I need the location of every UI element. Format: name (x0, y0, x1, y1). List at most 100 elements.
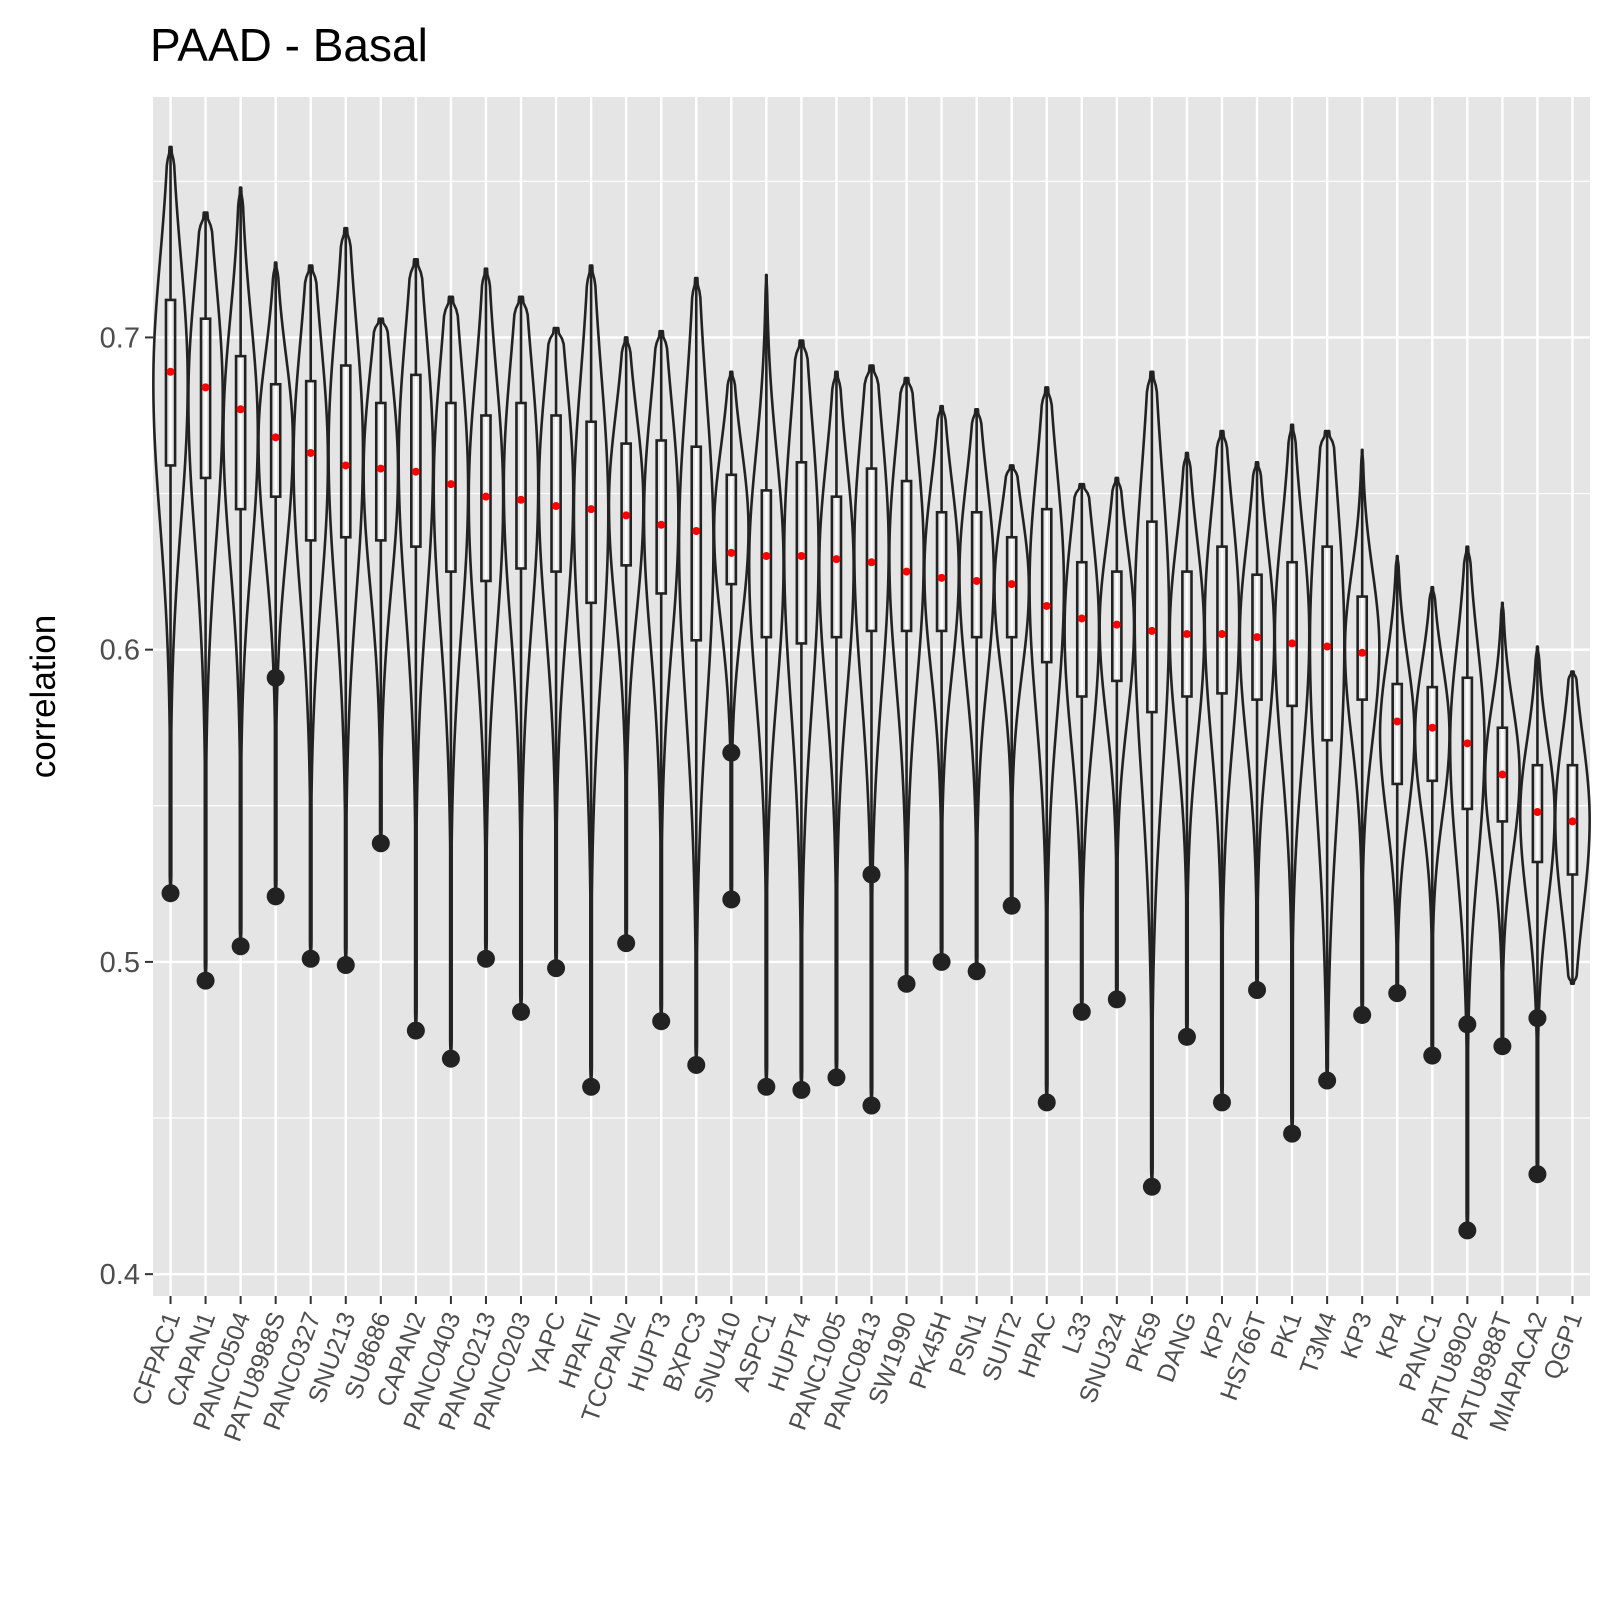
violin-PANC1005 (817, 370, 855, 1087)
violin-outline (782, 339, 820, 1092)
violin-outline (853, 364, 890, 1107)
mean-point (657, 520, 666, 529)
mean-point (727, 548, 736, 557)
outlier-point (932, 952, 951, 971)
mean-point (1112, 620, 1121, 629)
violin-CFPAC1 (152, 145, 189, 903)
violin-TCCPAN2 (607, 336, 645, 953)
violin-PANC0213 (467, 267, 505, 968)
mean-point (1253, 633, 1262, 642)
outlier-point (897, 974, 916, 993)
y-tick-label: 0.7 (100, 322, 140, 354)
mean-point (1393, 717, 1402, 726)
iqr-box (830, 495, 843, 639)
outlier-point (1002, 896, 1021, 915)
outlier-point (441, 1049, 460, 1068)
violin-PSN1 (958, 407, 996, 981)
x-axis: CFPAC1CAPAN1PANC0504PATU8988SPANC0327SNU… (127, 1296, 1588, 1445)
iqr-box (1391, 682, 1404, 786)
iqr-box (725, 473, 738, 586)
iqr-box (655, 439, 668, 595)
iqr-box (1566, 763, 1579, 876)
mean-point (1147, 626, 1156, 635)
iqr-box (1181, 570, 1193, 698)
iqr-box (865, 467, 878, 633)
violin-outline (187, 211, 225, 982)
violin-SUIT2 (993, 464, 1031, 915)
violin-outline (1518, 645, 1556, 1176)
violin-QGP1 (1554, 670, 1591, 986)
violin-SW1990 (888, 376, 926, 993)
violin-outline (1308, 429, 1346, 1082)
violin-outline (467, 267, 505, 961)
mean-point (937, 573, 946, 582)
iqr-box (550, 414, 562, 573)
violin-PATU8988S (257, 261, 295, 906)
violin-CAPAN1 (187, 211, 225, 990)
violin-outline (537, 326, 575, 970)
violin-outline (432, 295, 470, 1060)
outlier-point (1072, 1002, 1091, 1021)
outlier-point (547, 959, 566, 978)
iqr-box (620, 442, 633, 567)
y-tick-label: 0.4 (100, 1259, 140, 1291)
violin-outline (1238, 461, 1276, 992)
outlier-point (1388, 984, 1407, 1003)
violin-outline (327, 226, 365, 967)
outlier-point (687, 1055, 706, 1074)
violin-PK45H (923, 404, 961, 971)
iqr-box (690, 445, 703, 642)
y-tick-label: 0.5 (100, 947, 140, 979)
outlier-point (1318, 1071, 1337, 1090)
violin-PANC0813 (853, 364, 890, 1115)
outlier-point (1142, 1177, 1161, 1196)
violin-KP4 (1378, 554, 1416, 1003)
y-axis-label: correlation (24, 615, 63, 778)
mean-point (1182, 630, 1191, 639)
mean-point (306, 448, 315, 457)
outlier-point (862, 1096, 881, 1115)
outlier-point (512, 1002, 531, 1021)
outlier-point (617, 934, 636, 953)
mean-point (867, 558, 876, 567)
violin-ASPC1 (747, 273, 785, 1096)
violin-outline (1273, 423, 1311, 1135)
outlier-point (862, 865, 881, 884)
violin-outline (1343, 448, 1381, 1017)
iqr-box (445, 401, 457, 573)
outlier-point (1493, 1037, 1512, 1056)
iqr-box (1040, 507, 1053, 664)
violin-outline (1063, 482, 1101, 1014)
mean-point (1007, 580, 1016, 589)
iqr-box (1426, 685, 1439, 783)
outlier-point (196, 971, 215, 990)
mean-point (1498, 770, 1507, 779)
violin-outline (1554, 670, 1591, 986)
iqr-box (1286, 560, 1298, 708)
iqr-box (1531, 763, 1544, 864)
iqr-box (1321, 545, 1333, 742)
violins (152, 145, 1591, 1240)
violin-outline (362, 317, 400, 845)
iqr-box (1496, 726, 1509, 823)
mean-point (517, 495, 526, 504)
violin-outline (1378, 554, 1416, 995)
outlier-point (336, 956, 355, 975)
violin-PANC0504 (222, 186, 260, 956)
chart-title: PAAD - Basal (150, 19, 428, 71)
iqr-box (234, 354, 247, 511)
iqr-box (410, 373, 422, 548)
mean-point (481, 492, 490, 501)
mean-point (1077, 614, 1086, 623)
mean-point (446, 480, 455, 489)
iqr-box (1356, 595, 1369, 701)
violin-KP3 (1343, 448, 1381, 1024)
violin-outline (397, 258, 435, 1032)
violin-HUPT3 (642, 329, 680, 1031)
outlier-point (231, 937, 250, 956)
violin-outline (292, 264, 330, 961)
iqr-box (760, 489, 773, 639)
iqr-box (164, 298, 177, 467)
